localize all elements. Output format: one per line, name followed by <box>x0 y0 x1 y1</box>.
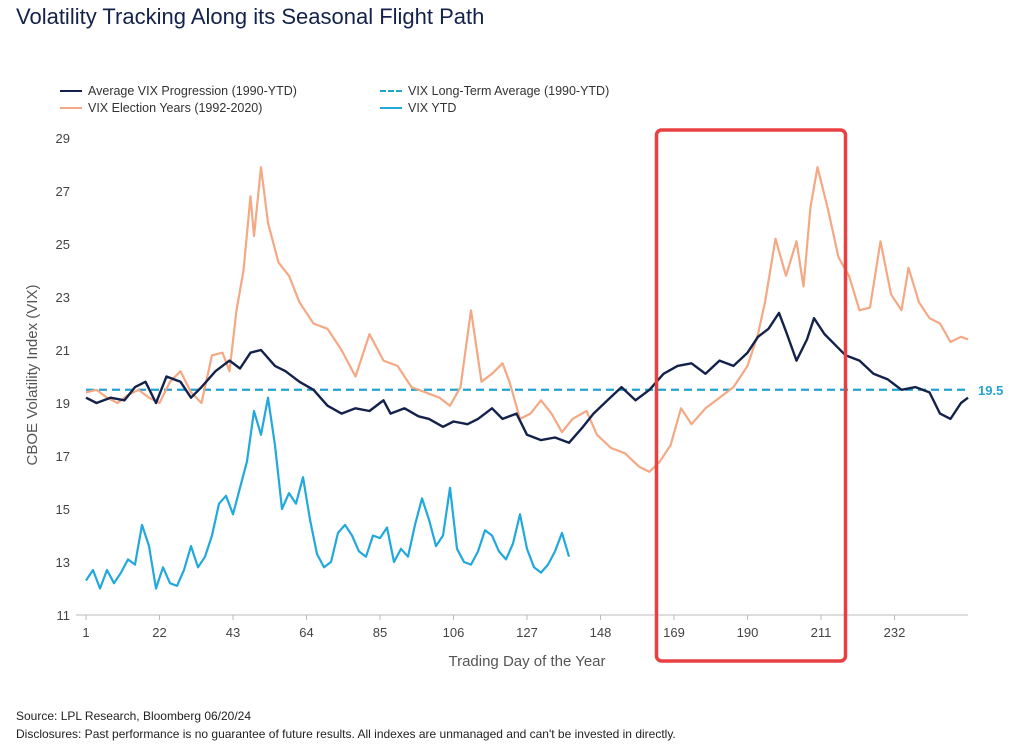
legend-swatch-vix-ytd <box>380 107 402 109</box>
y-axis-label: CBOE Volatility Index (VIX) <box>24 285 41 466</box>
x-tick-label: 232 <box>884 625 906 640</box>
legend-swatch-average-vix <box>60 90 82 92</box>
legend-item-average-vix: Average VIX Progression (1990-YTD) <box>60 84 297 98</box>
y-tick-label: 29 <box>56 131 70 146</box>
x-tick-label: 85 <box>373 625 387 640</box>
x-tick-label: 1 <box>82 625 89 640</box>
series-line-vix-ytd <box>85 396 571 590</box>
legend-label-vix-ytd: VIX YTD <box>408 101 457 115</box>
y-tick-label: 13 <box>56 555 70 570</box>
series-line-vix-election-years-1992-2020 <box>85 166 969 473</box>
long-term-average-value-label: 19.5 <box>978 383 1003 398</box>
vix-line-chart: 1 22 43 64 85 106 127 148 169 190 211 232 11 13 15 17 19… <box>24 128 1003 670</box>
series-line-average-vix-progression-1990-ytd <box>85 311 969 444</box>
y-tick-label: 27 <box>56 184 70 199</box>
legend-swatch-election-years <box>60 107 82 109</box>
disclosures-note: Disclosures: Past performance is no guar… <box>16 727 676 741</box>
x-tick-label: 22 <box>152 625 166 640</box>
y-tick-label: 15 <box>56 502 70 517</box>
x-tick-label: 127 <box>516 625 538 640</box>
x-tick-label: 148 <box>590 625 612 640</box>
y-tick-label: 25 <box>56 237 70 252</box>
x-axis-label: Trading Day of the Year <box>448 653 605 670</box>
highlight-box <box>654 128 848 663</box>
legend-swatch-long-term-average <box>380 90 402 92</box>
x-tick-label: 169 <box>663 625 685 640</box>
chart-title: Volatility Tracking Along its Seasonal F… <box>16 4 485 29</box>
legend-item-long-term-average: VIX Long-Term Average (1990-YTD) <box>380 84 609 98</box>
y-tick-label: 17 <box>56 449 70 464</box>
overlay-layer: 19.5 <box>654 128 1003 663</box>
legend: Average VIX Progression (1990-YTD) VIX L… <box>60 84 700 120</box>
y-tick-label: 23 <box>56 290 70 305</box>
axis-layer: 1 22 43 64 85 106 127 148 169 190 211 232 11 13 15 17 19… <box>56 131 968 640</box>
source-note: Source: LPL Research, Bloomberg 06/20/24 <box>16 709 252 723</box>
legend-item-election-years: VIX Election Years (1992-2020) <box>60 101 262 115</box>
x-tick-label: 211 <box>811 625 832 640</box>
legend-label-average-vix: Average VIX Progression (1990-YTD) <box>88 84 297 98</box>
y-tick-label: 11 <box>57 608 71 623</box>
y-tick-label: 19 <box>56 396 70 411</box>
x-tick-label: 64 <box>299 625 313 640</box>
legend-label-election-years: VIX Election Years (1992-2020) <box>88 101 263 115</box>
y-tick-label: 21 <box>56 343 70 358</box>
series-layer <box>85 166 969 590</box>
legend-item-vix-ytd: VIX YTD <box>380 101 456 115</box>
x-tick-label: 190 <box>737 625 759 640</box>
x-tick-label: 106 <box>443 625 465 640</box>
legend-label-long-term-average: VIX Long-Term Average (1990-YTD) <box>408 84 610 98</box>
x-tick-label: 43 <box>226 625 240 640</box>
